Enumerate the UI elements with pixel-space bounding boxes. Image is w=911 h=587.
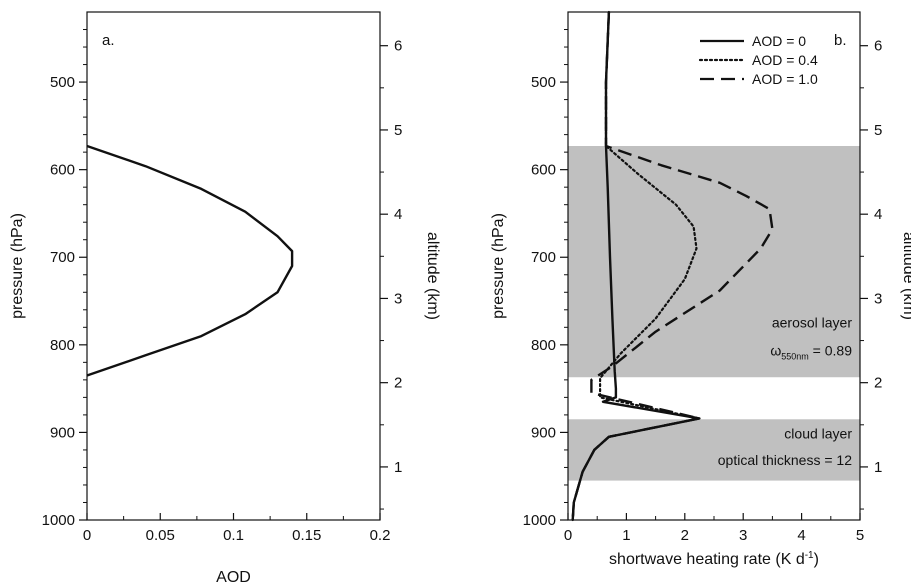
ssa-symbol: ω <box>770 342 781 358</box>
x-tick-label: 2 <box>681 527 689 544</box>
panel-a-y-axis-title: pressure (hPa) <box>9 213 26 319</box>
y2-tick-label: 2 <box>874 375 882 392</box>
panel-a-x-axis-title: AOD <box>216 569 251 586</box>
series-line-solid-0 <box>86 144 294 377</box>
x-tick-label: 0.05 <box>146 527 175 544</box>
y-tick-label: 1000 <box>523 512 556 529</box>
x-tick-label: 0 <box>564 527 572 544</box>
y-tick-label: 600 <box>531 162 556 179</box>
x-tick-label: 0.15 <box>292 527 321 544</box>
ssa-subscript: 550nm <box>781 351 809 361</box>
x-tick-label: 5 <box>856 527 864 544</box>
y2-tick-label: 3 <box>394 290 402 307</box>
ssa-value: = 0.89 <box>809 342 852 358</box>
x-tick-label: 3 <box>739 527 747 544</box>
panel-b-secondary-y-axis-title: altitude (km) <box>900 232 911 320</box>
y2-tick-label: 3 <box>874 290 882 307</box>
optical-thickness-annotation: optical thickness = 12 <box>718 452 852 468</box>
y-tick-label: 700 <box>531 249 556 266</box>
legend-entry: AOD = 1.0 <box>752 71 818 87</box>
shaded-region-cloud-layer <box>568 419 860 481</box>
panel-b-legend: AOD = 0 AOD = 0.4 AOD = 1.0 <box>698 33 818 87</box>
aerosol-layer-annotation: aerosol layer <box>772 314 852 330</box>
y-tick-label: 900 <box>531 424 556 441</box>
y2-tick-label: 2 <box>394 375 402 392</box>
series-line-dashed-2 <box>571 11 774 521</box>
x-tick-label: 0.1 <box>223 527 244 544</box>
y-tick-label: 800 <box>531 337 556 354</box>
panel-b-x-axis-title: shortwave heating rate (K d-1) <box>609 550 819 568</box>
panel-b-heating-rate-profile: 0 1 2 3 4 5 500 600 700 800 900 1000 1 2 3 4 5 6 b. short… <box>490 10 911 568</box>
x-tick-label: 1 <box>622 527 630 544</box>
panel-a-label: a. <box>102 32 115 49</box>
panel-b-x-axis-title-end: ) <box>814 551 819 568</box>
y2-tick-label: 1 <box>874 459 882 476</box>
cloud-layer-annotation: cloud layer <box>784 426 852 442</box>
legend-entry: AOD = 0.4 <box>752 52 818 68</box>
panel-b-y-axis-title: pressure (hPa) <box>490 213 507 319</box>
y2-tick-label: 4 <box>394 206 402 223</box>
y-tick-label: 700 <box>50 249 75 266</box>
y-tick-label: 600 <box>50 162 75 179</box>
panel-a-aod-profile: 0 0.05 0.1 0.15 0.2 500 600 700 800 900 1000 1 2 3 4 5 6… <box>9 11 441 586</box>
x-tick-label: 0 <box>83 527 91 544</box>
x-tick-label: 4 <box>797 527 805 544</box>
panel-a-plot-frame <box>86 11 381 521</box>
single-scattering-albedo-annotation: ω550nm = 0.89 <box>770 342 852 361</box>
panel-b-x-axis-title-superscript: -1 <box>805 550 814 561</box>
y-tick-label: 800 <box>50 337 75 354</box>
legend-entry: AOD = 0 <box>752 33 806 49</box>
y2-tick-label: 4 <box>874 206 882 223</box>
y-tick-label: 900 <box>50 424 75 441</box>
panel-b-x-axis-title-main: shortwave heating rate (K d <box>609 551 805 568</box>
x-tick-label: 0.2 <box>370 527 391 544</box>
y-tick-label: 500 <box>50 74 75 91</box>
y-tick-label: 500 <box>531 74 556 91</box>
y2-tick-label: 5 <box>394 122 402 139</box>
y-tick-label: 1000 <box>42 512 75 529</box>
y2-tick-label: 5 <box>874 122 882 139</box>
panel-a-secondary-y-axis-title: altitude (km) <box>424 232 441 320</box>
y2-tick-label: 1 <box>394 459 402 476</box>
y2-tick-label: 6 <box>394 38 402 55</box>
shaded-region-aerosol-layer <box>568 146 860 378</box>
y2-tick-label: 6 <box>874 38 882 55</box>
panel-b-label: b. <box>834 32 847 49</box>
